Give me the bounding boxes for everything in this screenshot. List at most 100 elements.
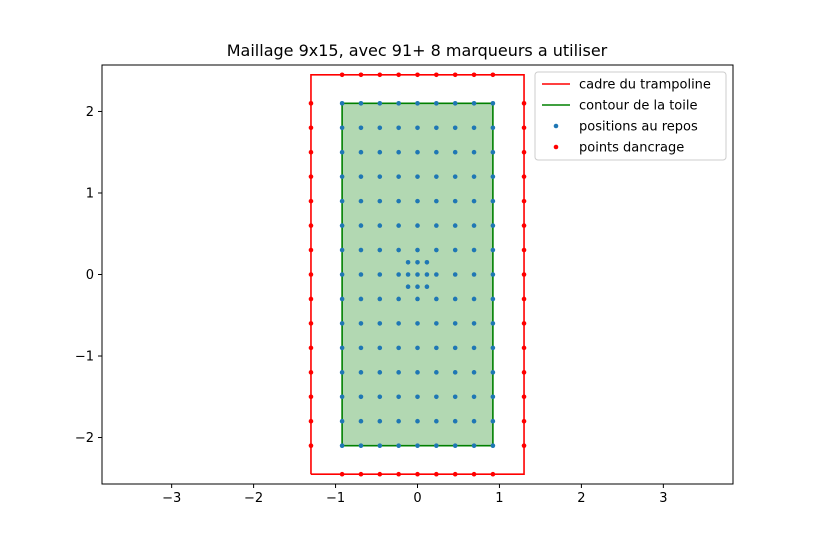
anchor-point xyxy=(358,471,364,477)
rest-point xyxy=(358,345,364,351)
rest-point xyxy=(339,198,345,204)
anchor-point xyxy=(396,471,401,477)
marker-point xyxy=(415,259,420,265)
rest-point xyxy=(396,321,401,326)
rest-point xyxy=(396,272,401,277)
anchor-point xyxy=(521,443,527,448)
rest-point xyxy=(434,443,439,448)
rest-point xyxy=(415,345,420,351)
rest-point xyxy=(471,394,477,400)
rest-point xyxy=(377,125,383,131)
rest-point xyxy=(358,296,364,302)
rest-point xyxy=(452,272,458,277)
anchor-point xyxy=(308,125,314,131)
rest-point xyxy=(377,149,383,155)
rest-point xyxy=(471,418,477,424)
rest-point xyxy=(358,443,364,448)
rest-point xyxy=(471,321,477,326)
marker-point xyxy=(405,284,411,290)
rest-point xyxy=(358,247,364,253)
anchor-point xyxy=(471,72,477,78)
legend-entry-toile-label: contour de la toile xyxy=(579,99,697,114)
rest-point xyxy=(358,321,364,326)
rest-point xyxy=(396,198,401,204)
rest-point xyxy=(452,149,458,155)
rest-point xyxy=(358,370,364,375)
rest-point xyxy=(339,418,345,424)
chart-title: Maillage 9x15, avec 91+ 8 marqueurs a ut… xyxy=(227,41,608,60)
anchor-point xyxy=(308,223,314,228)
legend-entry-cadre-label: cadre du trampoline xyxy=(579,78,711,93)
anchor-point xyxy=(521,296,527,302)
rest-point xyxy=(452,198,458,204)
y-tick-label: 0 xyxy=(86,268,94,283)
rest-point xyxy=(339,247,345,253)
rest-point xyxy=(490,223,496,228)
anchor-point xyxy=(521,272,527,277)
rest-point xyxy=(471,296,477,302)
anchor-point xyxy=(415,72,420,78)
rest-point xyxy=(471,174,477,179)
anchor-point xyxy=(308,321,314,326)
anchor-point xyxy=(339,72,345,78)
anchor-point xyxy=(308,370,314,375)
anchor-point xyxy=(521,125,527,131)
rest-point xyxy=(434,394,439,400)
rest-point xyxy=(377,198,383,204)
anchor-point xyxy=(308,149,314,155)
rest-point xyxy=(434,370,439,375)
anchor-point xyxy=(521,101,527,106)
legend-entry-ancrage-label: points dancrage xyxy=(579,141,684,156)
rest-point xyxy=(415,223,420,228)
rest-point xyxy=(490,174,496,179)
rest-point xyxy=(452,321,458,326)
anchor-point xyxy=(308,296,314,302)
rest-point xyxy=(490,370,496,375)
legend-box xyxy=(534,71,727,161)
rest-point xyxy=(490,247,496,253)
anchor-point xyxy=(471,471,477,477)
rest-point xyxy=(452,125,458,131)
anchor-point xyxy=(452,72,458,78)
rest-point xyxy=(434,296,439,302)
rest-point xyxy=(452,345,458,351)
rest-point xyxy=(452,370,458,375)
rest-point xyxy=(339,321,345,326)
legend: cadre du trampoline contour de la toile po… xyxy=(534,71,727,161)
rest-point xyxy=(396,223,401,228)
rest-point xyxy=(358,101,364,106)
rest-point xyxy=(434,125,439,131)
rest-point xyxy=(377,321,383,326)
rest-point xyxy=(452,418,458,424)
anchor-point xyxy=(308,394,314,400)
rest-point xyxy=(434,247,439,253)
anchor-point xyxy=(521,321,527,326)
rest-point xyxy=(377,418,383,424)
rest-point xyxy=(415,247,420,253)
rest-point xyxy=(396,125,401,131)
rest-point xyxy=(490,418,496,424)
rest-point xyxy=(415,443,420,448)
rest-point xyxy=(339,272,345,277)
rest-point xyxy=(396,394,401,400)
x-tick-label: −3 xyxy=(162,491,181,506)
plot-area xyxy=(308,72,527,477)
rest-point xyxy=(415,198,420,204)
anchor-point xyxy=(521,198,527,204)
rest-point xyxy=(377,345,383,351)
rest-point xyxy=(339,174,345,179)
rest-point xyxy=(471,125,477,131)
rest-point xyxy=(434,418,439,424)
rest-point xyxy=(377,370,383,375)
rest-point xyxy=(358,272,364,277)
rest-point xyxy=(471,223,477,228)
anchor-point xyxy=(308,443,314,448)
legend-entry-repos-swatch xyxy=(553,123,559,129)
anchor-point xyxy=(377,72,383,78)
rest-point xyxy=(377,223,383,228)
anchor-point xyxy=(308,174,314,179)
anchor-point xyxy=(490,72,496,78)
rest-point xyxy=(490,443,496,448)
rest-point xyxy=(415,101,420,106)
